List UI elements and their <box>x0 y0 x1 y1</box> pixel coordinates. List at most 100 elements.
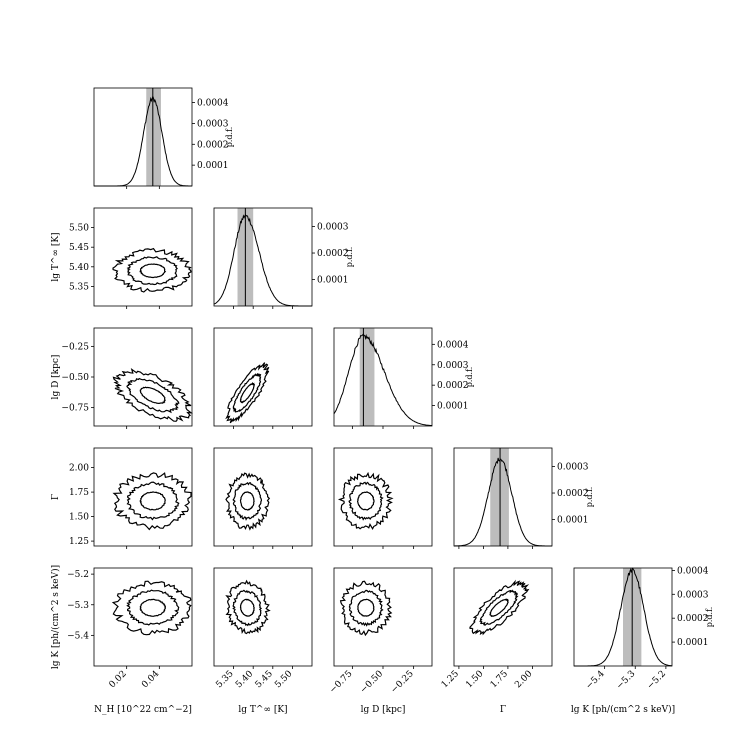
x-axis-label-lgk: lg K [ph/(cm^2 s keV)] <box>571 704 675 715</box>
x-axis-lgk: −5.4 −5.3 −5.2 lg K [ph/(cm^2 s keV)] <box>571 666 675 715</box>
x-tick-label: −0.25 <box>389 669 416 696</box>
y-tick-label: −0.75 <box>61 404 89 414</box>
y-tick-label: 2.00 <box>69 464 89 474</box>
contour-panel-lgd-vs-nh <box>93 327 193 427</box>
pdf-axis-label: p.d.f. <box>465 367 474 388</box>
contour-level-1 <box>139 263 167 279</box>
pdf-tick-label: 0.0002 <box>557 489 589 499</box>
y-tick-label: 5.50 <box>69 224 89 234</box>
pdf-panel-gamma: 0.0001 0.0002 0.0003 p.d.f. <box>453 447 594 547</box>
x-tick-label: 0.02 <box>108 669 129 690</box>
contour-level-1 <box>239 491 255 511</box>
y-tick-label: 5.40 <box>69 263 89 273</box>
y-tick-label: 1.25 <box>69 537 89 547</box>
contour-level-1 <box>139 598 167 617</box>
contour-panel-gamma-vs-lgt <box>213 447 313 547</box>
contour-panel-lgk-vs-nh <box>93 567 193 667</box>
x-tick-label: −5.2 <box>645 669 668 692</box>
x-tick-label: 0.04 <box>140 669 161 690</box>
contour-level-1 <box>239 598 255 617</box>
contour-level-2 <box>232 589 263 627</box>
pdf-frame-nh <box>93 87 193 187</box>
contour-level-2 <box>479 589 519 627</box>
contour-frame <box>93 327 193 427</box>
x-axis-label-gamma: Γ <box>500 705 506 715</box>
contour-level-1 <box>239 381 256 404</box>
contour-panel-lgk-vs-gamma <box>453 567 553 667</box>
pdf-frame-lgk <box>573 567 673 667</box>
pdf-curve-gamma <box>454 457 552 547</box>
pdf-tick-label: 0.0004 <box>197 99 229 109</box>
pdf-curve-nh <box>94 95 192 187</box>
contour-level-3 <box>112 247 192 293</box>
y-axis-label-lgk: lg K [ph/(cm^2 s keV)] <box>50 565 61 669</box>
x-axis-lgd: −0.75 −0.50 −0.25 lg D [kpc] <box>328 666 416 715</box>
x-tick-label: 1.75 <box>489 669 510 690</box>
pdf-axis-label: p.d.f. <box>225 127 234 148</box>
x-tick-label: −5.4 <box>584 669 607 692</box>
contour-level-2 <box>126 377 180 414</box>
contour-level-1 <box>139 491 166 511</box>
contour-level-2 <box>348 481 384 521</box>
pdf-axis-label: p.d.f. <box>705 607 714 628</box>
contour-frame <box>93 447 193 547</box>
contour-frame <box>453 567 553 667</box>
x-axis-label-lgt: lg T^∞ [K] <box>238 705 287 715</box>
y-tick-label: 5.35 <box>69 282 89 292</box>
ci-band-nh <box>146 88 161 186</box>
contour-level-1 <box>489 598 509 618</box>
contour-level-3 <box>112 367 193 422</box>
contour-level-2 <box>232 482 263 521</box>
x-tick-label: 5.45 <box>254 669 275 690</box>
x-tick-label: 1.50 <box>464 669 485 690</box>
pdf-panel-lgt: 0.0001 0.0002 0.0003 p.d.f. <box>213 207 354 307</box>
contour-level-3 <box>225 472 271 531</box>
y-tick-label: −5.3 <box>67 601 89 611</box>
x-tick-label: −0.75 <box>328 669 355 696</box>
x-tick-label: −5.3 <box>615 669 638 692</box>
x-tick-label: 1.25 <box>440 669 461 690</box>
contour-level-3 <box>337 471 394 531</box>
y-axis-lgk: −5.4 −5.3 −5.2 lg K [ph/(cm^2 s keV)] <box>50 565 94 669</box>
x-tick-label: 5.35 <box>214 669 235 690</box>
y-tick-label: −0.50 <box>61 373 89 383</box>
contour-level-3 <box>111 580 192 636</box>
pdf-tick-label: 0.0001 <box>317 276 349 286</box>
contour-frame <box>213 447 313 547</box>
pdf-axis-label: p.d.f. <box>585 487 594 508</box>
contour-frame <box>333 567 433 667</box>
y-tick-label: −5.2 <box>67 570 89 580</box>
x-tick-label: −0.50 <box>359 669 386 696</box>
pdf-tick-label: 0.0001 <box>557 516 589 526</box>
x-axis-lgt: 5.355.405.455.50 lg T^∞ [K] <box>214 666 295 715</box>
contour-level-1 <box>356 491 375 511</box>
ci-band-lgd <box>359 328 375 426</box>
x-axis-label-nh: N_H [10^22 cm^−2] <box>94 705 192 715</box>
y-axis-label-gamma: Γ <box>51 494 61 500</box>
x-tick-label: 2.00 <box>513 669 534 690</box>
x-axis-label-lgd: lg D [kpc] <box>361 705 406 715</box>
pdf-frame-lgt <box>213 207 313 307</box>
y-axis-label-lgd: lg D [kpc] <box>51 355 61 400</box>
contour-frame <box>93 567 193 667</box>
y-tick-label: −0.25 <box>61 342 89 352</box>
x-tick-label: 5.40 <box>234 669 255 690</box>
y-axis-label-lgt: lg T^∞ [K] <box>51 232 61 281</box>
pdf-curve-lgd <box>333 333 433 427</box>
y-tick-label: 5.45 <box>69 243 89 253</box>
contour-level-2 <box>126 589 180 626</box>
contour-level-3 <box>469 579 530 636</box>
pdf-axis-label: p.d.f. <box>345 247 354 268</box>
contour-panel-gamma-vs-nh <box>93 447 193 547</box>
pdf-tick-label: 0.0003 <box>437 361 469 371</box>
contour-level-3 <box>225 362 270 424</box>
pdf-frame-lgd <box>333 327 433 427</box>
pdf-tick-label: 0.0003 <box>677 590 709 600</box>
contour-panel-lgt-vs-nh <box>93 207 193 307</box>
pdf-tick-label: 0.0003 <box>317 223 349 233</box>
pdf-panel-lgd: 0.0001 0.0002 0.0003 0.0004 p.d.f. <box>333 327 474 427</box>
contour-level-1 <box>357 598 375 617</box>
contour-panel-lgk-vs-lgd <box>333 567 433 667</box>
